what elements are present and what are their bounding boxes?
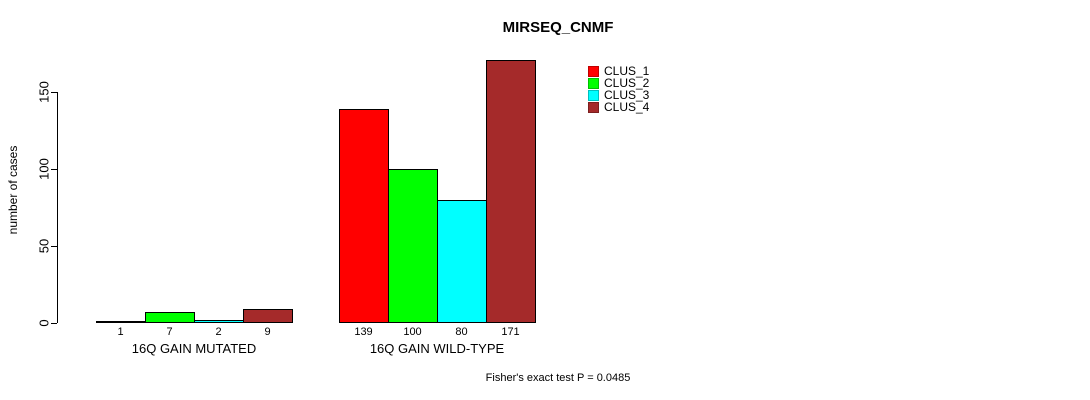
chart-title: MIRSEQ_CNMF — [502, 19, 614, 36]
legend-swatch-icon — [588, 78, 599, 89]
bar-value-label: 9 — [264, 326, 271, 338]
y-tick-mark — [51, 323, 57, 324]
legend-item-clus_4: CLUS_4 — [588, 100, 650, 114]
y-tick-mark — [51, 169, 57, 170]
bar-clus_2-2 — [388, 169, 438, 323]
legend-item-label: CLUS_2 — [604, 76, 650, 90]
bar-clus_3-2 — [437, 200, 487, 323]
bar-value-label: 2 — [215, 326, 222, 338]
legend-item-label: CLUS_1 — [604, 64, 650, 78]
legend-swatch-icon — [588, 90, 599, 101]
bar-value-label: 1 — [117, 326, 124, 338]
y-tick-mark — [51, 92, 57, 93]
y-axis-line — [57, 92, 58, 323]
y-tick-label: 150 — [36, 81, 52, 103]
legend-swatch-icon — [588, 66, 599, 77]
y-tick-mark — [51, 246, 57, 247]
bar-value-label: 171 — [501, 326, 520, 338]
y-tick-label: 50 — [36, 238, 52, 254]
y-axis-label: number of cases — [6, 145, 20, 235]
legend: CLUS_1 CLUS_2 CLUS_3 CLUS_4 — [588, 64, 650, 114]
legend-item-clus_1: CLUS_1 — [588, 64, 650, 78]
legend-item-clus_2: CLUS_2 — [588, 76, 650, 90]
bar-value-label: 7 — [166, 326, 173, 338]
y-tick-label: 0 — [36, 319, 52, 327]
footnote-text: Fisher's exact test P = 0.0485 — [485, 372, 631, 384]
bar-clus_2-1 — [145, 312, 195, 323]
bar-clus_4-2 — [486, 60, 536, 323]
bar-value-label: 80 — [455, 326, 468, 338]
bar-value-label: 139 — [354, 326, 373, 338]
legend-item-clus_3: CLUS_3 — [588, 88, 650, 102]
y-tick-label: 100 — [36, 158, 52, 180]
category-label: 16Q GAIN MUTATED — [131, 341, 257, 356]
legend-swatch-icon — [588, 102, 599, 113]
bar-clus_1-1 — [96, 321, 146, 323]
legend-item-label: CLUS_3 — [604, 88, 650, 102]
legend-item-label: CLUS_4 — [604, 100, 650, 114]
bar-clus_1-2 — [339, 109, 389, 323]
bar-clus_4-1 — [243, 309, 293, 323]
category-label: 16Q GAIN WILD-TYPE — [369, 341, 505, 356]
bar-clus_3-1 — [194, 320, 244, 323]
bar-value-label: 100 — [403, 326, 422, 338]
